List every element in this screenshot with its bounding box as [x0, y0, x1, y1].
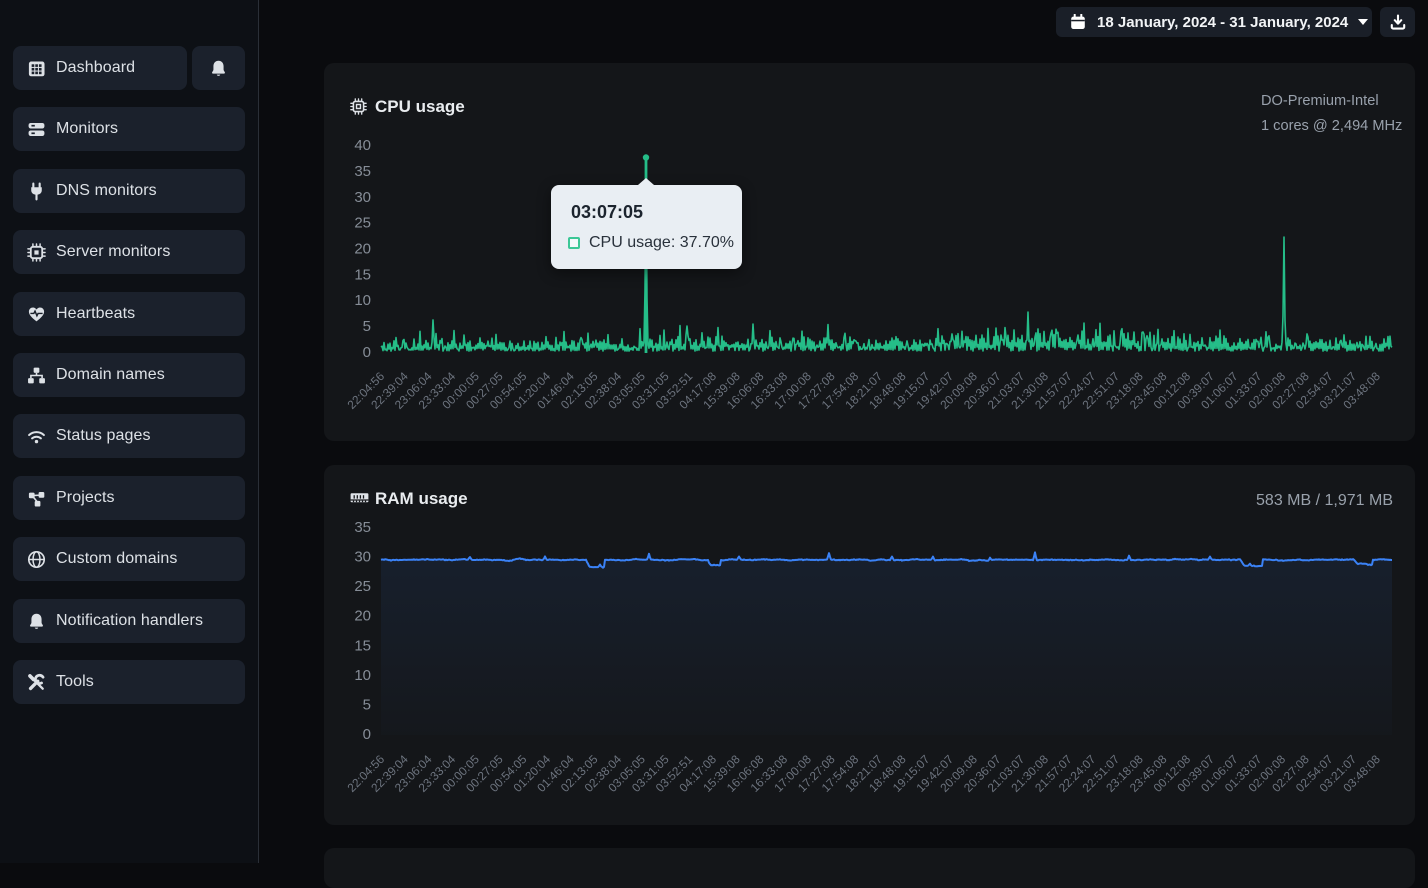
- svg-text:30: 30: [354, 189, 371, 206]
- svg-text:10: 10: [354, 667, 371, 684]
- svg-text:15: 15: [354, 266, 371, 283]
- svg-text:0: 0: [363, 344, 371, 361]
- svg-text:10: 10: [354, 292, 371, 309]
- svg-text:35: 35: [354, 163, 371, 180]
- svg-text:25: 25: [354, 578, 371, 595]
- svg-text:15: 15: [354, 637, 371, 654]
- svg-text:20: 20: [354, 240, 371, 257]
- svg-text:30: 30: [354, 549, 371, 566]
- svg-text:20: 20: [354, 608, 371, 625]
- svg-text:35: 35: [354, 519, 371, 536]
- svg-text:5: 5: [363, 318, 371, 335]
- svg-text:5: 5: [363, 696, 371, 713]
- svg-text:40: 40: [354, 137, 371, 154]
- svg-text:25: 25: [354, 215, 371, 232]
- svg-text:0: 0: [363, 726, 371, 743]
